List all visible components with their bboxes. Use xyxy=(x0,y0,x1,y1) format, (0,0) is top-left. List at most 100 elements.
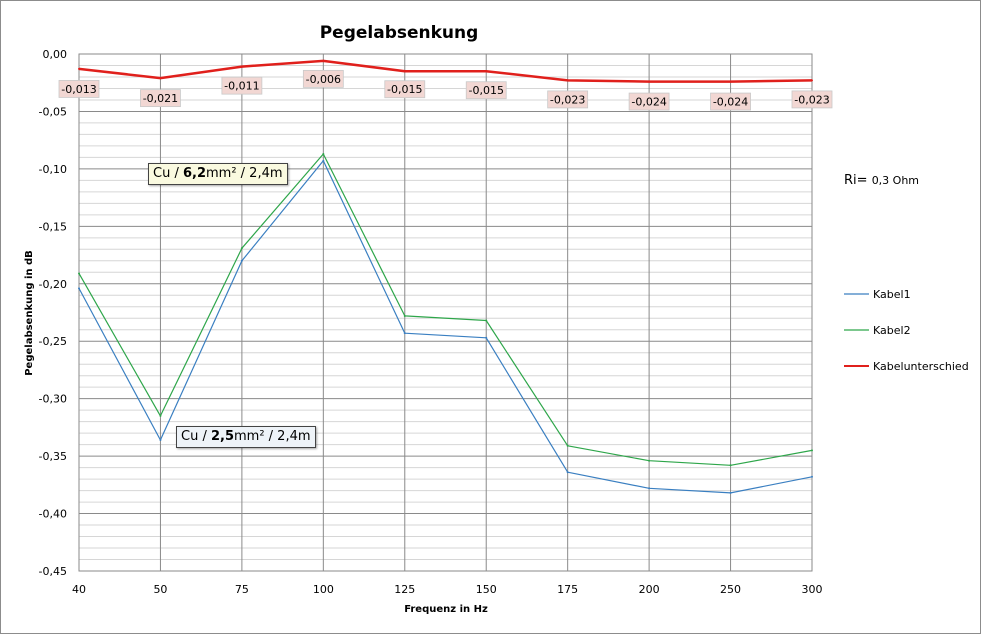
x-tick-label: 150 xyxy=(476,583,497,596)
data-point-kabel1 xyxy=(811,475,813,478)
data-label-box xyxy=(791,90,833,109)
data-label: -0,023 xyxy=(794,93,829,106)
x-tick-label: 40 xyxy=(72,583,86,596)
annotation-kabel2-cross-section: 6,2 xyxy=(182,166,206,181)
data-point-kabelunterschied xyxy=(322,59,325,62)
data-label: -0,015 xyxy=(468,84,503,97)
x-tick-label: 100 xyxy=(313,583,334,596)
plot-area xyxy=(79,54,812,571)
x-axis-title: Frequenz in Hz xyxy=(404,604,488,615)
data-point-kabel2 xyxy=(78,272,80,275)
data-point-kabel1 xyxy=(729,491,732,494)
y-tick-label: -0,05 xyxy=(39,105,67,118)
x-tick-label: 125 xyxy=(394,583,415,596)
x-tick-label: 75 xyxy=(235,583,249,596)
y-tick-label: -0,45 xyxy=(39,565,67,578)
series-line-kabelunterschied xyxy=(78,59,813,83)
annotation-kabel1-prefix: Cu / xyxy=(181,429,211,444)
annotation-kabel1: Cu / 2,5mm² / 2,4m xyxy=(176,426,316,448)
data-point-kabel2 xyxy=(648,459,651,462)
data-point-kabel1 xyxy=(78,287,80,290)
ri-label: Ri= xyxy=(844,173,868,188)
legend: Kabel1 Kabel2 Kabelunterschied xyxy=(844,288,969,373)
data-point-kabel1 xyxy=(240,259,243,262)
data-point-kabel2 xyxy=(811,449,813,452)
data-label-box xyxy=(465,81,507,100)
data-label: -0,024 xyxy=(631,96,666,109)
data-point-kabel1 xyxy=(485,336,488,339)
data-label: -0,006 xyxy=(306,73,341,86)
data-label-box xyxy=(302,69,344,88)
chart-title: Pegelabsenkung xyxy=(320,23,479,43)
data-point-kabel1 xyxy=(159,439,162,442)
data-point-kabel2 xyxy=(566,444,569,447)
data-label-box xyxy=(140,89,181,108)
data-point-kabelunterschied xyxy=(240,65,243,68)
data-point-kabelunterschied xyxy=(566,79,569,82)
series-lines xyxy=(78,59,813,494)
data-point-kabelunterschied xyxy=(78,67,80,70)
data-label: -0,013 xyxy=(61,83,96,96)
data-label: -0,021 xyxy=(143,92,178,105)
data-point-kabelunterschied xyxy=(403,70,406,73)
data-point-kabel1 xyxy=(322,159,325,162)
data-label-box xyxy=(221,76,263,95)
ri-note: Ri= 0,3 Ohm xyxy=(844,173,919,188)
data-point-kabel2 xyxy=(485,319,488,322)
x-tick-label: 175 xyxy=(557,583,578,596)
data-point-kabel1 xyxy=(648,487,651,490)
y-tick-label: -0,10 xyxy=(39,163,67,176)
data-point-kabel2 xyxy=(240,247,243,250)
data-point-kabelunterschied xyxy=(648,80,651,83)
data-labels: -0,013 -0,021 -0,011 -0,006 -0,015 -0,015 -0,0… xyxy=(58,69,833,111)
x-tick-label: 200 xyxy=(639,583,660,596)
x-tick-label: 250 xyxy=(720,583,741,596)
ri-value: 0,3 Ohm xyxy=(871,174,920,187)
data-point-kabel2 xyxy=(403,314,406,317)
annotation-kabel2: Cu / 6,2mm² / 2,4m xyxy=(148,163,288,185)
x-tick-label: 300 xyxy=(802,583,823,596)
legend-label-kabelunterschied: Kabelunterschied xyxy=(873,360,969,373)
data-label-box xyxy=(628,92,670,111)
plot-background xyxy=(79,54,812,571)
data-label: -0,015 xyxy=(387,83,422,96)
data-point-kabel1 xyxy=(566,471,569,474)
annotation-kabel2-prefix: Cu / xyxy=(153,166,183,181)
y-axis-ticks: 0,00 -0,05 -0,10 -0,15 -0,20 -0,25 -0,30 -0,35 -… xyxy=(39,48,67,578)
data-point-kabelunterschied xyxy=(729,80,732,83)
data-label-box xyxy=(710,92,751,111)
plot-border xyxy=(78,53,813,572)
legend-label-kabel1: Kabel1 xyxy=(873,288,911,301)
y-axis-title: Pegelabsenkung in dB xyxy=(24,250,35,376)
data-label-box xyxy=(58,80,100,98)
legend-label-kabel2: Kabel2 xyxy=(873,324,911,337)
x-tick-label: 50 xyxy=(153,583,167,596)
data-point-kabel1 xyxy=(403,332,406,335)
y-tick-label: -0,25 xyxy=(39,335,67,348)
data-point-kabelunterschied xyxy=(159,77,162,80)
data-point-kabel2 xyxy=(322,152,325,155)
annotation-kabel1-cross-section: 2,5 xyxy=(210,429,234,444)
data-label-box xyxy=(547,90,589,109)
series-line-kabel1 xyxy=(78,160,813,494)
y-tick-label: -0,40 xyxy=(39,508,67,521)
data-label: -0,011 xyxy=(224,80,259,93)
x-axis-ticks: 40 50 75 100 125 150 175 200 250 300 xyxy=(72,583,823,596)
data-point-kabel2 xyxy=(159,414,162,417)
data-label: -0,024 xyxy=(713,96,748,109)
data-point-kabel2 xyxy=(729,464,732,467)
annotation-kabel2-suffix: mm² / 2,4m xyxy=(206,166,283,181)
y-tick-label: -0,15 xyxy=(39,220,67,233)
y-tick-label: 0,00 xyxy=(43,48,68,61)
data-label: -0,023 xyxy=(550,93,585,106)
series-line-kabel2 xyxy=(78,153,813,466)
data-label-box xyxy=(384,80,426,99)
y-tick-label: -0,30 xyxy=(39,393,67,406)
data-point-kabelunterschied xyxy=(811,79,813,82)
y-tick-label: -0,20 xyxy=(39,278,67,291)
y-tick-label: -0,35 xyxy=(39,450,67,463)
annotation-kabel1-suffix: mm² / 2,4m xyxy=(234,429,311,444)
data-point-kabelunterschied xyxy=(485,70,488,73)
